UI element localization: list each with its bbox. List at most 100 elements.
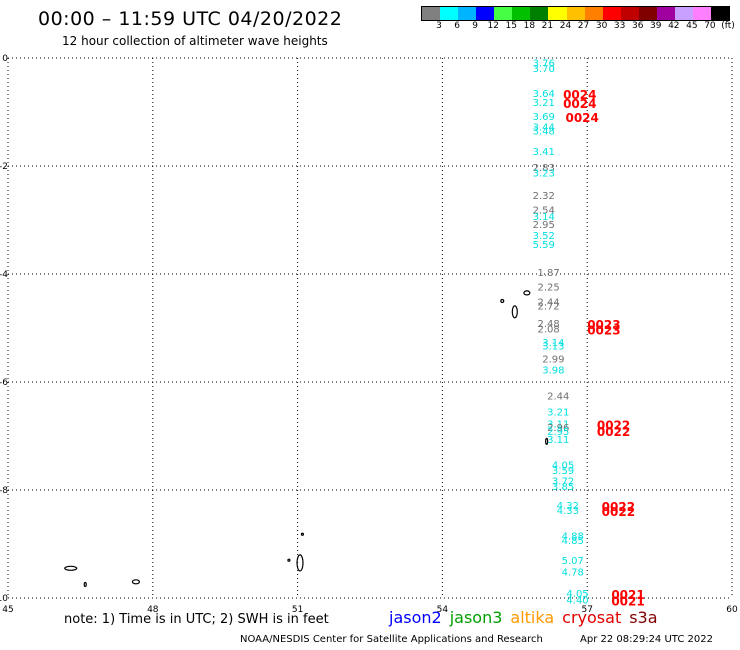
color-scale-labels: 3 6 9 12 15 18 21 24 27 30 33 36 39 42 45 70 (ft): [421, 21, 735, 33]
wave-height-label: 2.54: [533, 206, 555, 217]
observation-time-label: 0024: [565, 111, 598, 125]
satellite-legend: jason2 jason3 altika cryosat s3a: [389, 608, 666, 627]
wave-height-label: 4.05: [566, 589, 588, 600]
generated-timestamp: Apr 22 08:29:24 UTC 2022: [580, 634, 713, 645]
map-axis-labels: 45 48 51 54 57 60 0 -2 -4 -6 -8 -10: [0, 54, 738, 615]
wave-height-label: 4.88: [562, 532, 584, 543]
wave-height-label: 2.48: [537, 319, 559, 330]
silhouette-island: [500, 298, 505, 304]
wave-height-label: 5.59: [533, 240, 555, 251]
observation-time-label: 0022: [602, 505, 635, 519]
mahe-island: [511, 305, 518, 319]
color-scale-label: 27: [577, 21, 590, 31]
wave-height-label: 3.44: [533, 122, 555, 133]
y-tick-label: -8: [0, 486, 8, 496]
wave-height-label: 4.32: [557, 501, 579, 512]
footer-note: note: 1) Time is in UTC; 2) SWH is in fe…: [64, 612, 329, 627]
color-swatch: [512, 7, 531, 20]
wave-height-label: 2.95: [547, 427, 569, 438]
wave-height-label: 2.32: [533, 191, 555, 202]
wave-height-label: 2.72: [537, 302, 559, 313]
wave-height-label: 3.14: [533, 212, 555, 223]
y-tick-label: 0: [2, 54, 8, 64]
wave-height-observations: 3.763.703.643.213.693.443.483.412.833.23…: [533, 59, 589, 607]
color-swatch: [620, 7, 639, 20]
wave-height-label: 4.40: [566, 595, 588, 606]
wave-height-label: 4.85: [562, 536, 584, 547]
color-swatch: [674, 7, 693, 20]
observation-time-label: 0021: [611, 588, 644, 602]
color-swatch: [440, 7, 459, 20]
observation-time-label: 0022: [602, 500, 635, 514]
comoro-east: [300, 532, 305, 536]
coast-fragment-c: [131, 579, 141, 585]
color-swatch: [458, 7, 477, 20]
wave-height-label: 2.95: [533, 220, 555, 231]
wave-height-label: 3.98: [542, 365, 564, 376]
wave-height-label: 3.69: [533, 112, 555, 123]
wave-height-label: 2.44: [547, 391, 569, 402]
color-scale-label: 70: [704, 21, 716, 31]
color-scale-label: 3: [436, 21, 442, 31]
wave-height-label: 3.11: [547, 435, 569, 446]
wave-height-label: 3.59: [552, 466, 574, 477]
legend-item-cryosat: cryosat: [562, 608, 622, 627]
wave-height-label: 2.08: [537, 324, 559, 335]
comoro-grande: [296, 554, 304, 572]
color-scale-label: 18: [523, 21, 536, 31]
color-swatch: [422, 7, 441, 20]
legend-item-jason3: jason3: [449, 608, 503, 627]
chart-subtitle: 12 hour collection of altimeter wave hei…: [62, 34, 328, 48]
wave-height-label: 3.13: [542, 342, 564, 353]
color-swatch: [711, 7, 730, 20]
wave-height-label: 2.44: [537, 297, 559, 308]
color-swatch: [692, 7, 711, 20]
color-scale-label: 6: [454, 21, 460, 31]
comoro-west: [287, 558, 291, 562]
wave-height-label: 3.23: [533, 168, 555, 179]
observation-time-label: 0022: [597, 425, 630, 439]
x-tick-label: 48: [147, 605, 159, 615]
legend-item-jason2: jason2: [389, 608, 442, 627]
coast-fragment-a: [64, 565, 78, 571]
observation-time-label: 0022: [597, 418, 630, 432]
x-tick-label: 60: [726, 605, 738, 615]
x-tick-label: 51: [292, 605, 303, 615]
color-scale-label: 21: [541, 21, 554, 31]
color-swatch: [566, 7, 585, 20]
y-tick-label: -6: [0, 378, 8, 388]
color-scale-label: (ft): [721, 21, 735, 31]
color-scale-label: 12: [487, 21, 499, 31]
y-tick-label: -10: [0, 594, 8, 604]
wave-height-label: 1.87: [537, 268, 559, 279]
y-tick-label: -2: [0, 162, 8, 172]
color-scale-label: 24: [559, 21, 572, 31]
color-scale-label: 33: [613, 21, 626, 31]
color-swatch: [530, 7, 549, 20]
legend-item-s3a: s3a: [629, 608, 658, 627]
observation-time-label: 0023: [587, 318, 620, 332]
wave-height-label: 3.85: [552, 482, 574, 493]
praslin-island: [523, 290, 531, 296]
color-swatch: [656, 7, 675, 20]
observation-time-label: 0023: [587, 323, 620, 337]
observation-time-label: 0024: [563, 97, 596, 111]
wave-height-label: 3.21: [533, 98, 555, 109]
x-tick-label: 45: [2, 605, 13, 615]
color-scale-bar: [421, 6, 730, 21]
y-tick-label: -4: [0, 270, 8, 280]
wave-height-label: 2.83: [533, 163, 555, 174]
wave-height-label: 3.76: [533, 59, 555, 70]
color-scale-label: 15: [505, 21, 518, 31]
color-swatch: [602, 7, 621, 20]
wave-height-label: 3.14: [542, 338, 564, 349]
map-grid: [7, 57, 733, 599]
wave-height-label: 5.07: [562, 556, 584, 567]
wave-height-label: 3.11: [547, 419, 569, 430]
color-swatch: [494, 7, 513, 20]
color-swatch: [476, 7, 495, 20]
wave-height-label: 3.72: [552, 477, 574, 488]
color-scale-label: 9: [472, 21, 479, 31]
color-swatch: [638, 7, 657, 20]
